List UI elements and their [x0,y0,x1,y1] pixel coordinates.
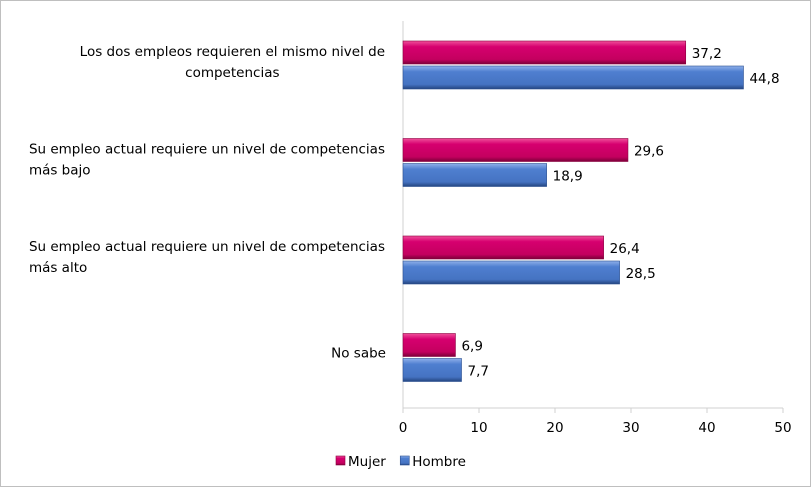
bar-mujer [402,333,456,357]
bar-hombre [402,358,462,382]
data-label: 18,9 [553,169,583,185]
category-label: Su empleo actual requiere un nivel de co… [29,142,385,158]
bar-mujer [402,235,604,260]
category-label: competencias [185,65,279,81]
x-tick-label: 20 [546,420,563,436]
legend-swatch-hombre [399,455,410,466]
category-label: Los dos empleos requieren el mismo nivel… [80,44,385,60]
bar-hombre [402,65,744,90]
category-label: Su empleo actual requiere un nivel de co… [29,239,385,255]
x-tick-label: 0 [399,420,408,436]
bar-hombre [402,163,547,187]
x-tick-label: 30 [622,420,639,436]
bar-hombre [402,260,620,285]
data-label: 37,2 [692,46,722,62]
x-tick-label: 10 [470,420,487,436]
x-tick-label: 50 [774,420,791,436]
bar-mujer [402,138,629,162]
legend-label: Hombre [412,454,466,470]
x-tick-label: 40 [698,420,715,436]
data-label: 44,8 [749,71,779,87]
category-label: más bajo [29,163,91,179]
data-label: 26,4 [610,241,640,257]
bar-mujer [402,40,687,65]
legend-label: Mujer [348,454,386,470]
data-label: 6,9 [461,339,482,355]
data-label: 7,7 [468,364,489,380]
category-label: más alto [29,260,87,276]
legend-swatch-mujer [335,455,346,466]
data-label: 28,5 [626,266,656,282]
data-label: 29,6 [634,144,664,160]
category-label: No sabe [331,346,386,362]
